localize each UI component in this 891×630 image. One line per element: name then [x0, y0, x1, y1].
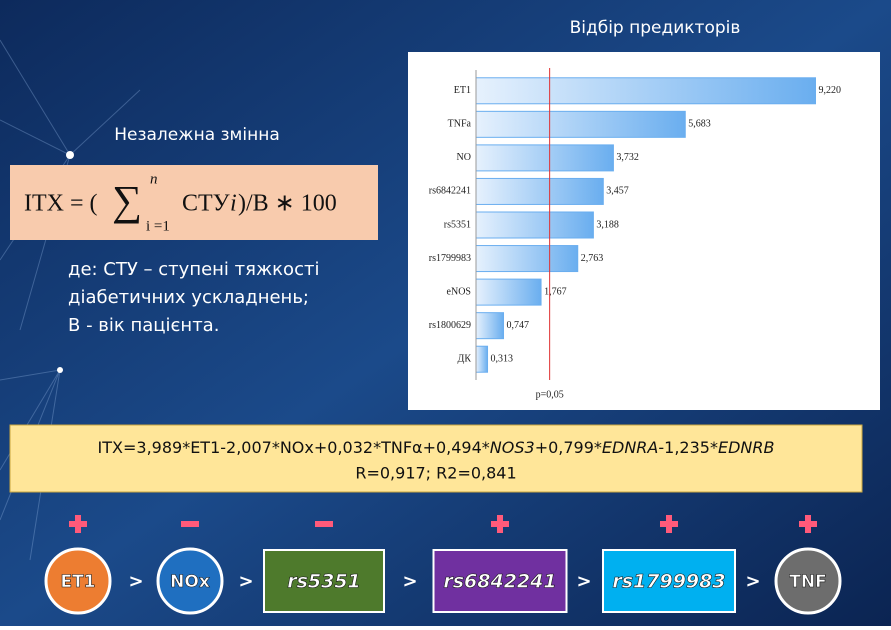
flow-node	[774, 547, 842, 615]
value-label: 1,767	[544, 286, 567, 297]
flow-label: rs6842241	[443, 571, 556, 593]
value-label: 5,683	[688, 119, 711, 130]
bar	[475, 144, 614, 172]
y-tick-label: rs1799983	[429, 253, 471, 264]
equation: ІТХ=3,989*ЕТ1-2,007*NOx+0,032*TNFα+0,494…	[98, 438, 775, 457]
note-line: де: СТУ – ступені тяжкості	[68, 259, 319, 280]
value-label: 3,732	[616, 152, 639, 163]
value-label: 2,763	[581, 253, 604, 264]
sign-icon	[181, 521, 199, 527]
formula-box	[10, 165, 378, 240]
sign-icon	[805, 515, 811, 533]
bar	[475, 177, 604, 205]
formula-sum: ∑	[112, 179, 142, 225]
bar	[475, 211, 594, 239]
y-tick-label: rs5351	[444, 219, 471, 230]
sign-icon	[497, 515, 503, 533]
value-label: 3,188	[596, 219, 619, 230]
flow-label: ЕТ1	[60, 572, 95, 592]
formula-sub: i =1	[146, 218, 170, 234]
bar	[475, 77, 817, 105]
sign-icon	[666, 515, 672, 533]
bar	[475, 345, 489, 373]
flow-separator: >	[576, 571, 591, 592]
chart-title: Відбір предикторів	[570, 18, 741, 38]
flow-node	[263, 549, 385, 613]
flow-node	[602, 549, 736, 613]
equation-part: EDNRB	[718, 438, 775, 457]
equation-box	[9, 424, 863, 493]
flow-label: rs1799983	[612, 571, 725, 593]
sign-icon	[75, 515, 81, 533]
flow-separator: >	[745, 571, 760, 592]
sign-icon	[315, 521, 333, 527]
equation-part: NOS3	[490, 438, 535, 457]
y-tick-label: ET1	[454, 85, 471, 96]
flow-node	[156, 547, 224, 615]
y-tick-label: rs1800629	[429, 320, 471, 331]
bar	[475, 245, 579, 273]
left-heading: Незалежна змінна	[114, 125, 280, 145]
note-line: В - вік пацієнта.	[68, 315, 219, 336]
flow-separator: >	[238, 571, 253, 592]
equation-part: EDNRA	[602, 438, 658, 457]
flow-label: TNF	[789, 572, 826, 592]
formula-sup: n	[150, 171, 158, 187]
y-tick-label: eNOS	[447, 286, 471, 297]
flow-label: rs5351	[287, 571, 361, 593]
value-label: 3,457	[606, 186, 629, 197]
bar	[475, 110, 686, 138]
flow-separator: >	[402, 571, 417, 592]
flow-node	[432, 549, 568, 613]
formula-term: СТУ	[182, 191, 230, 217]
bar	[475, 312, 505, 340]
y-tick-label: TNFa	[448, 119, 472, 130]
reference-label: p=0,05	[536, 389, 564, 400]
equation-stats: R=0,917; R2=0,841	[355, 464, 516, 483]
bar	[475, 278, 542, 306]
formula-lhs: ІТХ = (	[24, 191, 98, 217]
network-node	[66, 151, 74, 159]
flow-separator: >	[128, 571, 143, 592]
y-tick-label: rs6842241	[429, 186, 471, 197]
y-tick-label: NO	[457, 152, 471, 163]
flow-label: NOx	[170, 572, 210, 592]
network-node	[57, 367, 63, 373]
formula-rhs: )/В ∗ 100	[238, 191, 337, 217]
equation-part: ІТХ=3,989*ЕТ1-2,007*NOx+0,032*TNFα+0,494…	[98, 438, 490, 457]
value-label: 0,747	[507, 320, 530, 331]
value-label: 9,220	[819, 85, 842, 96]
y-tick-label: ДК	[458, 354, 472, 365]
flow-node	[44, 547, 112, 615]
equation-part: +0,799*	[535, 438, 602, 457]
equation-part: -1,235*	[658, 438, 718, 457]
formula-index: i	[230, 191, 237, 217]
value-label: 0,313	[491, 354, 513, 365]
note-line: діабетичних ускладнень;	[68, 287, 309, 308]
